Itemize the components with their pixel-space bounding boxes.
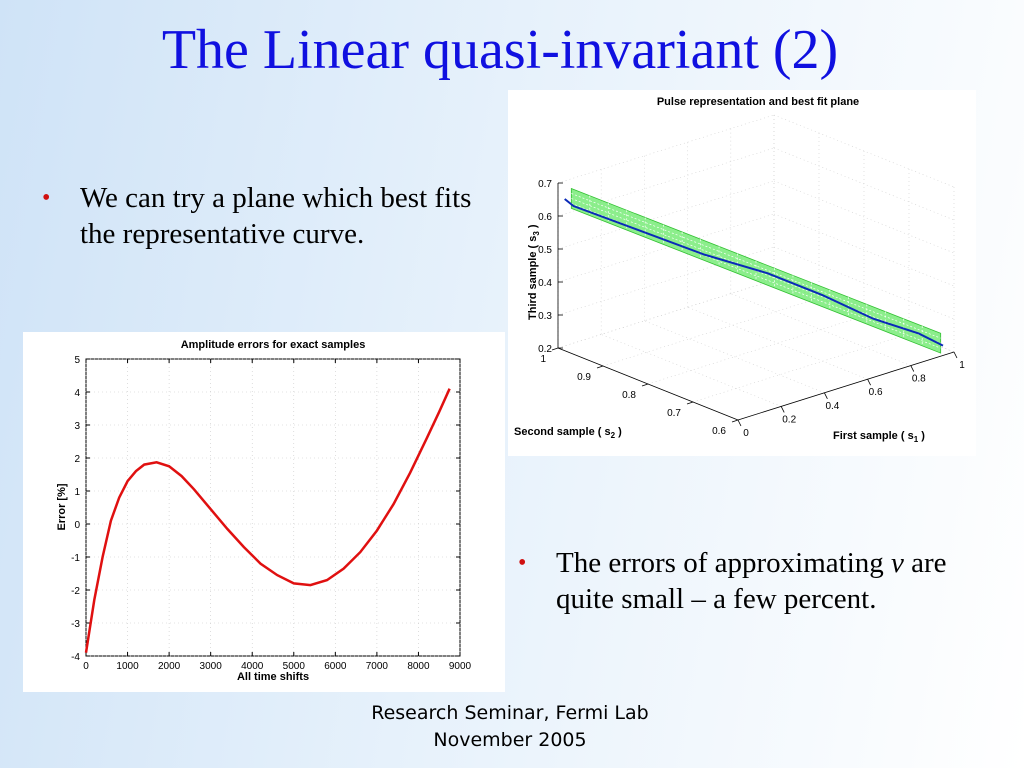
x-tick-label: 8000 [407,661,430,672]
y-tick-label: -3 [71,619,80,630]
error-curve [84,388,451,653]
grid-line [730,293,911,366]
grid-line [557,114,775,184]
slide-title: The Linear quasi-invariant (2) [161,19,839,81]
pulse-plane-chart: 0 0.2 0.4 0.6 0.8 1 0.6 0.7 0.8 0.9 1 0.2 0.3 0.4 0.5 0… [508,90,976,456]
x-tick-label: 9000 [449,661,472,672]
z-tick-label: 0.2 [538,344,552,355]
x-tick [780,406,785,413]
y-tick-label: 0.6 [712,426,726,437]
amplitude-error-plot: 0 1000 2000 3000 4000 5000 6000 7000 8000 9000 -4 -… [56,339,472,683]
x-tick-label: 0.4 [825,401,839,412]
y-tick [731,419,739,423]
z-tick-label: 0.6 [538,212,552,223]
y-axis-label-sub: 2 [611,431,616,440]
grid-line [773,114,955,188]
x-tick-label: 0 [743,428,749,439]
grid-line [557,279,775,349]
y-tick [641,383,649,387]
amplitude-error-chart: 0 1000 2000 3000 4000 5000 6000 7000 8000 9000 -4 -… [23,332,505,692]
y-tick [551,347,559,351]
grid-line [692,333,910,403]
x-tick-label: 2000 [158,661,181,672]
x-tick-label: 1 [959,360,965,371]
x-tick [867,379,871,386]
grid-line [644,320,825,394]
grid-line [647,315,865,385]
grid-line [687,306,868,380]
y-tick-label: -1 [71,553,80,564]
bullet-errors: • The errors of approximating v are quit… [518,545,1006,617]
grid-line [773,180,955,254]
grid-line [557,180,775,250]
bullet-icon: • [518,550,527,576]
grid-line [601,334,782,407]
footer: Research Seminar, Fermi Lab November 200… [330,700,690,754]
x-tick-label: 7000 [366,661,389,672]
y-tick-label: 2 [74,454,80,465]
y-tick-label: 1 [540,354,546,365]
x-axis-label: First sample ( s1 ) [833,430,925,444]
pulse-curve [564,198,944,347]
x-tick-label: 6000 [324,661,347,672]
z-tick-label: 0.4 [538,278,552,289]
y-tick-label: 4 [74,388,80,399]
chart-title: Pulse representation and best fit plane [657,96,859,108]
x-tick-label: 4000 [241,661,264,672]
grid-line [773,213,955,287]
x-tick-label: 0.2 [782,414,796,425]
pulse-plane-plot: 00.20.40.60.810.60.70.80.910.20.30.40.50… [514,96,965,444]
bullet-plane-fit: • We can try a plane which best fits the… [42,180,500,252]
chart-title: Amplitude errors for exact samples [181,339,366,351]
y-tick-label: 0.8 [622,390,636,401]
x-tick-label: 0.8 [912,374,926,385]
grid-line [557,213,775,283]
y-tick-label: 1 [74,487,80,498]
y-tick-label: 3 [74,421,80,432]
axis-line [737,351,955,421]
y-axis-label: Error [%] [56,483,68,530]
y-tick-label: 0.9 [577,372,591,383]
z-axis-label-main: Third sample ( s [527,236,539,320]
bullet-plane-fit-text: We can try a plane which best fits the r… [80,182,472,250]
x-tick [737,419,742,427]
x-tick-label: 5000 [283,661,306,672]
z-axis-label: Third sample ( s3 ) [527,224,541,320]
y-axis-label: Second sample ( s2 ) [514,426,622,440]
y-tick-label: 0.7 [667,408,681,419]
bullet-icon: • [42,185,51,211]
y-tick-label: -2 [71,586,80,597]
z-tick-label: 0.5 [538,245,552,256]
y-tick [596,365,604,369]
x-tick-label: 0.6 [869,387,883,398]
x-axis-label: All time shifts [237,671,309,683]
x-axis-label-main: First sample ( s [833,430,914,442]
bullet-errors-prefix: The errors of approximating [556,547,892,579]
y-axis-label-main: Second sample ( s [514,426,611,438]
grid-line [557,147,775,217]
y-tick-label: -4 [71,652,80,663]
z-tick-label: 0.7 [538,179,552,190]
bullet-errors-suffix: are quite small – a few percent. [556,547,947,615]
plot-frame [85,358,461,657]
footer-venue: Research Seminar, Fermi Lab [371,702,649,724]
x-tick-label: 0 [83,661,89,672]
grid-line [602,297,820,367]
y-tick [686,401,694,405]
x-tick [953,351,958,359]
x-axis-label-sub: 1 [914,435,919,444]
x-tick-label: 3000 [200,661,223,672]
z-axis-label-sub: 3 [532,231,541,236]
z-tick-label: 0.3 [538,311,552,322]
footer-date: November 2005 [433,729,587,751]
x-tick [910,365,915,372]
bullet-errors-variable: v [891,547,904,579]
x-tick [824,392,828,399]
y-tick-label: 0 [74,520,80,531]
x-tick-label: 1000 [116,661,139,672]
y-tick-label: 5 [74,355,80,366]
